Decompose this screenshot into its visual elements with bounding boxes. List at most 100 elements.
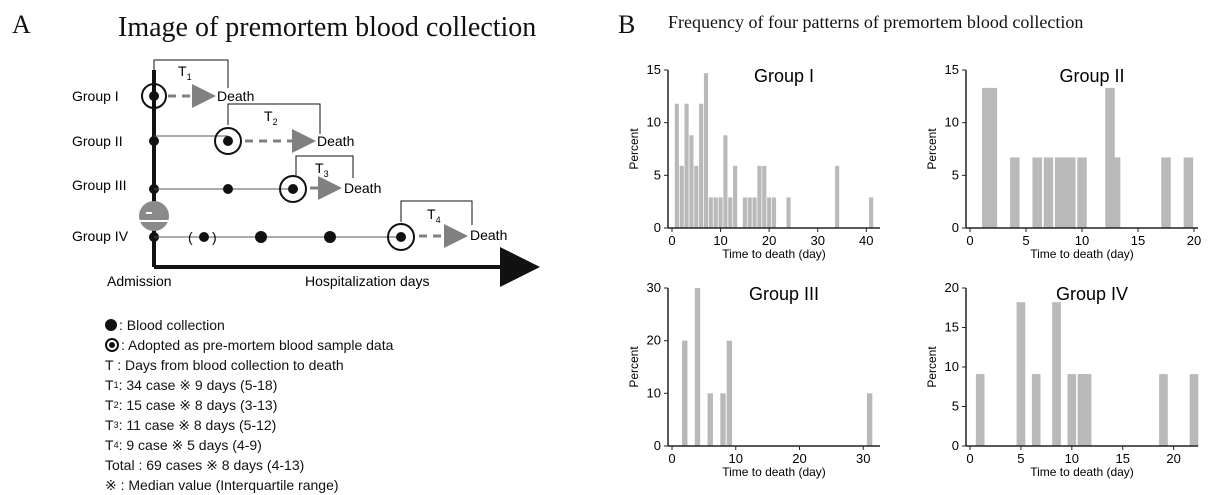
x-tick-label: 20 [792, 451, 806, 466]
dot-g3-b [223, 184, 233, 194]
dot-g4-d [324, 231, 336, 243]
y-tick-label: 10 [647, 385, 661, 400]
death-label-1: Death [217, 88, 254, 104]
admission-label: Admission [107, 273, 172, 289]
t1-label: T1 [178, 63, 192, 82]
y-tick-label: 5 [952, 399, 959, 414]
dot-g4-c [255, 231, 267, 243]
ring-g3 [279, 175, 307, 203]
histogram-bar [1043, 157, 1054, 228]
histogram-bar [1016, 302, 1026, 446]
histogram-bar [767, 197, 772, 228]
y-tick-label: 0 [952, 438, 959, 453]
histogram-bar [682, 340, 688, 446]
histogram-bar [1159, 374, 1168, 446]
histogram-bar [733, 165, 738, 228]
y-tick-label: 20 [647, 333, 661, 348]
histogram-bar [1183, 157, 1194, 228]
x-axis-label: Time to death (day) [1030, 465, 1134, 479]
histogram-bar [1032, 157, 1042, 228]
histogram-group-1: 0 5 10 15 0 10 20 30 40 Time to death (day) Percen… [627, 62, 880, 261]
histogram-bar [679, 165, 684, 228]
y-axis-label: Percent [925, 346, 939, 388]
x-axis-label: Time to death (day) [1030, 247, 1134, 261]
legend-total: Total : 69 cases ※ 8 days (4-13) [105, 457, 305, 473]
y-tick-label: 20 [945, 280, 959, 295]
x-axis-label: Time to death (day) [722, 247, 826, 261]
histogram-bar [786, 197, 791, 228]
x-tick-label: 0 [668, 233, 675, 248]
histogram-bar [1060, 157, 1070, 228]
x-tick-label: 0 [966, 233, 973, 248]
histogram-bar [684, 103, 689, 228]
x-tick-label: 5 [1017, 451, 1024, 466]
x-tick-label: 10 [1065, 451, 1079, 466]
t4-label: T4 [427, 206, 441, 225]
legend-adopted: : Adopted as pre-mortem blood sample dat… [105, 335, 393, 355]
y-tick-label: 10 [945, 359, 959, 374]
t1-bracket [153, 59, 229, 88]
y-axis-label: Percent [627, 128, 641, 170]
histogram-bar [723, 135, 728, 228]
dot-g4-e [396, 232, 406, 242]
dot-g3-c [288, 184, 298, 194]
y-axis-label: Percent [925, 128, 939, 170]
histogram-bar [689, 135, 694, 228]
histogram-bar [1077, 374, 1087, 446]
y-axis-label: Percent [627, 346, 641, 388]
histogram-bar [694, 288, 701, 446]
x-tick-label: 10 [713, 233, 727, 248]
histogram-bar [771, 197, 777, 228]
death-label-3: Death [344, 180, 381, 196]
ring-g1 [141, 83, 167, 109]
chart-title: Group II [1059, 66, 1124, 86]
histogram-bar [1105, 87, 1115, 228]
histogram-bar [757, 165, 762, 228]
paren-open: ( [188, 229, 193, 245]
x-tick-label: 10 [1075, 233, 1089, 248]
histogram-bar [718, 197, 723, 228]
histogram-bar [1052, 302, 1061, 446]
histogram-bar [713, 197, 718, 228]
x-tick-label: 10 [729, 451, 743, 466]
group-label-1: Group I [72, 88, 119, 104]
histogram-group-2: 0 5 10 15 0 5 10 15 20 Time to death (day) Percent… [925, 62, 1201, 261]
histogram-bar [1031, 374, 1041, 446]
t3-bracket [295, 155, 354, 178]
y-tick-label: 5 [654, 167, 661, 182]
panel-b-title: Frequency of four patterns of premortem … [668, 12, 1084, 32]
x-tick-label: 5 [1022, 233, 1029, 248]
y-tick-label: 30 [647, 280, 661, 295]
histogram-bar [1189, 374, 1199, 446]
group-label-4: Group IV [72, 228, 129, 244]
group-label-2: Group II [72, 133, 123, 149]
x-tick-label: 0 [966, 451, 973, 466]
x-tick-label: 20 [762, 233, 776, 248]
histogram-bar [987, 87, 998, 228]
filled-dot-icon [105, 319, 117, 331]
histogram-bar [1067, 374, 1077, 446]
x-tick-label: 30 [810, 233, 824, 248]
hospitalization-label: Hospitalization days [305, 273, 430, 289]
histogram-bar [703, 73, 709, 228]
dot-g2-b [223, 136, 233, 146]
t2-label: T2 [264, 108, 278, 127]
histogram-bar [728, 197, 733, 228]
death-label-2: Death [317, 133, 354, 149]
x-tick-label: 20 [1166, 451, 1180, 466]
x-tick-label: 40 [859, 233, 873, 248]
ringed-dot-icon [105, 338, 119, 352]
histogram-bar [1010, 157, 1020, 228]
ring-g4 [387, 223, 415, 251]
histogram-bar [1161, 157, 1171, 228]
histogram-bar [835, 165, 840, 228]
group-label-3: Group III [72, 177, 126, 193]
y-tick-label: 0 [654, 438, 661, 453]
ring-g2 [214, 127, 242, 155]
histogram-bar [707, 393, 713, 446]
histogram-bar [720, 393, 726, 446]
chart-title: Group I [754, 66, 814, 86]
histogram-bar [694, 165, 699, 228]
